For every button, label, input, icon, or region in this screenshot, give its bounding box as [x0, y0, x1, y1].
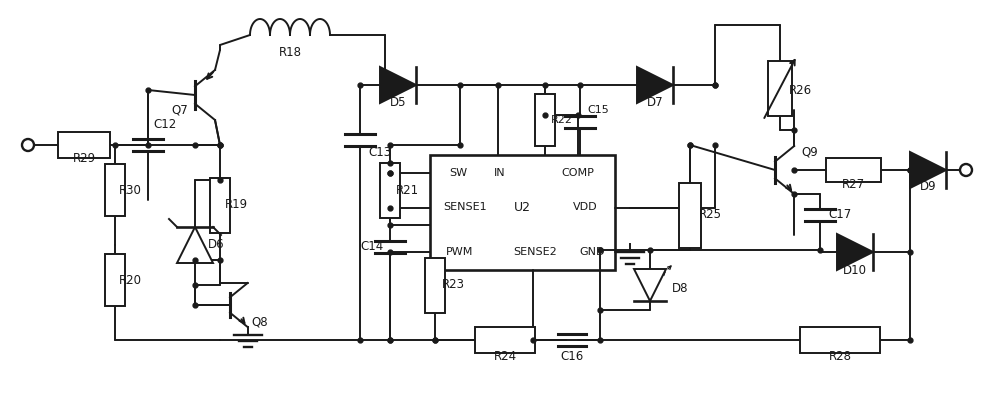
- Polygon shape: [634, 269, 666, 301]
- Bar: [430, 155, 615, 270]
- Text: R29: R29: [72, 152, 96, 166]
- Bar: [380, 162, 400, 218]
- Text: U2: U2: [514, 201, 531, 214]
- Bar: [105, 254, 125, 306]
- Text: R22: R22: [551, 115, 573, 125]
- Bar: [768, 60, 792, 116]
- Polygon shape: [177, 227, 213, 263]
- Text: R26: R26: [788, 84, 812, 96]
- Text: D8: D8: [672, 282, 688, 294]
- Text: D7: D7: [647, 96, 663, 108]
- Bar: [425, 258, 445, 312]
- Text: R28: R28: [828, 350, 852, 362]
- Text: D10: D10: [843, 264, 867, 276]
- Text: GND: GND: [579, 247, 605, 257]
- Bar: [679, 182, 701, 248]
- Text: Q8: Q8: [252, 316, 268, 328]
- Bar: [58, 132, 110, 158]
- Text: VDD: VDD: [573, 202, 597, 212]
- Text: R19: R19: [224, 198, 248, 212]
- Text: C16: C16: [560, 350, 584, 362]
- Text: R27: R27: [841, 178, 865, 190]
- Text: Q9: Q9: [802, 146, 818, 158]
- Text: D5: D5: [390, 96, 406, 108]
- Text: SW: SW: [449, 168, 467, 178]
- Text: COMP: COMP: [562, 168, 594, 178]
- Text: D9: D9: [920, 180, 936, 194]
- Text: R30: R30: [119, 184, 141, 196]
- Bar: [800, 327, 880, 353]
- Polygon shape: [910, 152, 946, 188]
- Polygon shape: [637, 67, 673, 103]
- Text: SENSE1: SENSE1: [443, 202, 487, 212]
- Text: R18: R18: [278, 46, 302, 58]
- Bar: [105, 164, 125, 216]
- Text: C14: C14: [360, 240, 384, 254]
- Bar: [475, 327, 535, 353]
- Text: R25: R25: [698, 208, 722, 222]
- Text: R20: R20: [119, 274, 142, 286]
- Text: R23: R23: [442, 278, 464, 292]
- Bar: [210, 178, 230, 232]
- Text: PWM: PWM: [446, 247, 474, 257]
- Polygon shape: [380, 67, 416, 103]
- Text: IN: IN: [494, 168, 506, 178]
- Text: R21: R21: [395, 184, 419, 196]
- Text: C15: C15: [587, 105, 609, 115]
- Bar: [535, 94, 555, 146]
- Polygon shape: [837, 234, 873, 270]
- Text: C13: C13: [368, 146, 392, 158]
- Text: Q7: Q7: [172, 104, 188, 116]
- Text: SENSE2: SENSE2: [513, 247, 557, 257]
- Bar: [826, 158, 881, 182]
- Text: R24: R24: [493, 350, 517, 362]
- Text: D6: D6: [208, 238, 224, 252]
- Text: C12: C12: [153, 118, 177, 132]
- Text: C17: C17: [828, 208, 852, 222]
